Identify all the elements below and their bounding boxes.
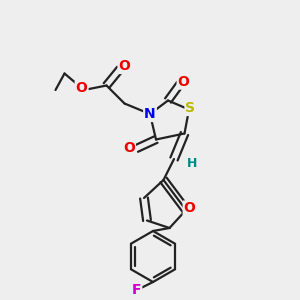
Text: O: O	[118, 59, 130, 73]
Text: H: H	[187, 157, 197, 170]
Text: N: N	[144, 107, 156, 121]
Text: O: O	[76, 82, 88, 95]
Text: F: F	[132, 283, 141, 296]
Text: O: O	[178, 75, 190, 88]
Text: O: O	[184, 202, 196, 215]
Text: S: S	[185, 101, 196, 115]
Text: O: O	[123, 141, 135, 155]
